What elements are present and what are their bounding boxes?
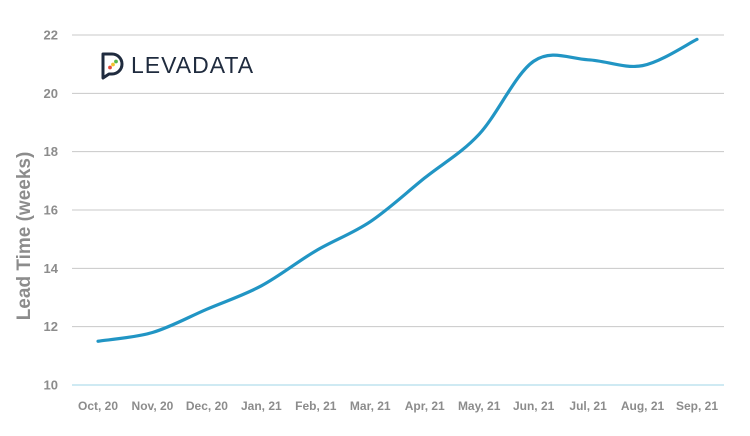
x-tick-label: Mar, 21 — [350, 399, 391, 413]
y-tick-label: 18 — [44, 144, 58, 159]
x-tick-label: Jun, 21 — [513, 399, 555, 413]
x-tick-label: Jan, 21 — [241, 399, 282, 413]
x-tick-label: Feb, 21 — [295, 399, 337, 413]
x-tick-label: Jul, 21 — [569, 399, 607, 413]
x-tick-labels: Oct, 20 Nov, 20 Dec, 20 Jan, 21 Feb, 21 Mar, … — [78, 399, 718, 413]
x-tick-label: May, 21 — [458, 399, 501, 413]
grid-lines — [72, 34, 724, 386]
series-group — [96, 37, 699, 343]
x-tick-label: Aug, 21 — [621, 399, 665, 413]
logo-dot-red — [108, 65, 112, 70]
series-line — [96, 37, 699, 343]
y-tick-label: 20 — [44, 86, 58, 101]
x-tick-label: Dec, 20 — [186, 399, 228, 413]
logo-text: LEVADATA — [131, 52, 254, 78]
logo-dot-green — [114, 59, 118, 64]
logo-mark-icon — [101, 52, 124, 80]
y-tick-label: 22 — [44, 28, 58, 43]
x-tick-label: Oct, 20 — [78, 399, 118, 413]
levadata-logo: LEVADATA — [101, 52, 254, 80]
y-axis-title: Lead Time (weeks) — [14, 152, 35, 321]
y-tick-label: 14 — [44, 261, 59, 276]
logo-dot-yellow — [111, 62, 115, 67]
y-tick-label: 10 — [44, 378, 58, 393]
y-tick-labels: 10 12 14 16 18 20 22 — [44, 28, 59, 393]
y-tick-label: 16 — [44, 203, 58, 218]
y-tick-label: 12 — [44, 319, 58, 334]
x-tick-label: Nov, 20 — [132, 399, 174, 413]
x-tick-label: Apr, 21 — [405, 399, 445, 413]
x-tick-label: Sep, 21 — [676, 399, 718, 413]
